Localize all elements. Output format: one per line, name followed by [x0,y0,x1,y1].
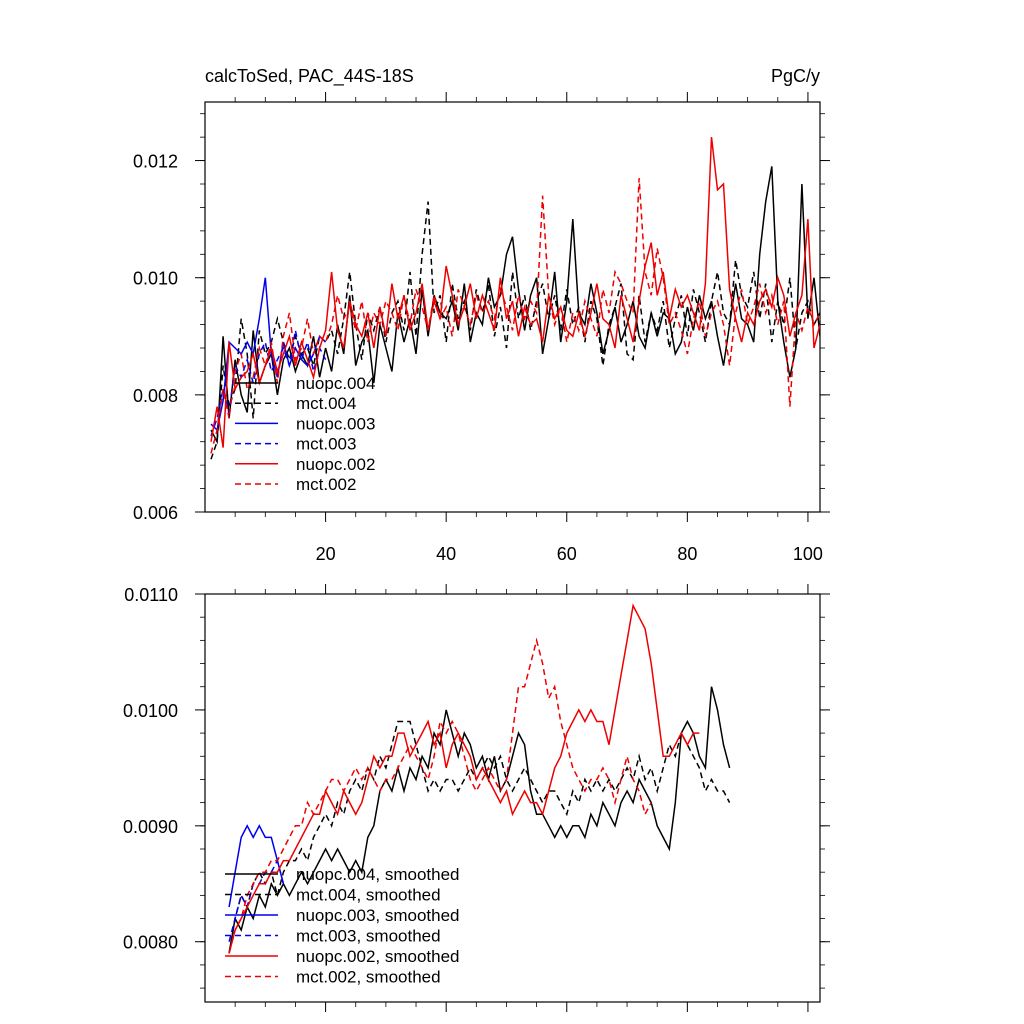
legend-label: mct.002, smoothed [296,968,441,987]
legend-label: nuopc.002 [296,455,375,474]
plot-frame [204,101,821,513]
series-line-mct-003-smoothed [228,858,285,942]
series-line-nuopc-004 [210,166,820,445]
bottom-panel: 0.0080 0.0090 0.0100 0.0110 nuopc.004, smoot… [123,584,830,1012]
legend-label: mct.003, smoothed [296,927,441,946]
legend-label: nuopc.002, smoothed [296,947,460,966]
x-tick-label: 60 [557,544,577,564]
top-panel: calcToSed, PAC_44S-18S PgC/y 20 40 60 80 100… [133,66,830,564]
legend-label: mct.002 [296,475,356,494]
chart-title: calcToSed, PAC_44S-18S [205,66,414,87]
y-tick-label: 0.008 [133,386,178,406]
legend-label: nuopc.004, smoothed [296,865,460,884]
y-tick-label: 0.0090 [123,817,178,837]
legend-label: mct.003 [296,435,356,454]
y-tick-label: 0.010 [133,269,178,289]
legend-label: mct.004 [296,394,356,413]
y-tick-label: 0.006 [133,503,178,523]
legend-label: nuopc.003, smoothed [296,906,460,925]
plot-frame [204,593,821,1003]
y-tick-label: 0.0100 [123,701,178,721]
series-line-nuopc-002 [210,137,820,448]
x-tick-label: 40 [436,544,456,564]
x-tick-label: 100 [793,544,823,564]
y-tick-label: 0.0080 [123,933,178,953]
x-tick-label: 80 [677,544,697,564]
legend-label: mct.004, smoothed [296,886,441,905]
legend-label: nuopc.004 [296,374,375,393]
series-line-mct-002-smoothed [228,637,652,954]
series-line-nuopc-004-smoothed [228,686,731,954]
series-line-nuopc-002-smoothed [228,603,700,954]
series-line-mct-004 [210,201,820,460]
series-line-nuopc-003-smoothed [228,824,285,908]
y-tick-label: 0.012 [133,152,178,172]
legend-label: nuopc.003 [296,414,375,433]
series-line-mct-002 [210,178,820,454]
chart-units: PgC/y [771,66,820,86]
y-tick-label: 0.0110 [124,585,178,605]
x-tick-label: 20 [316,544,336,564]
series-line-nuopc-003 [210,277,327,432]
